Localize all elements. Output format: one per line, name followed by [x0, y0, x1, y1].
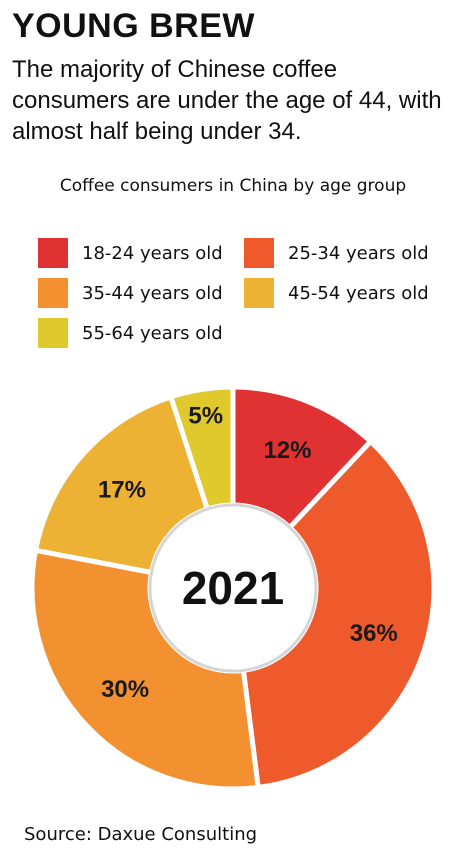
source-note: Source: Daxue Consulting — [24, 824, 258, 845]
legend-swatch — [38, 318, 68, 348]
legend-label: 35-44 years old — [82, 282, 223, 304]
chart-title: Coffee consumers in China by age group — [59, 176, 407, 196]
legend-label: 55-64 years old — [82, 322, 223, 344]
headline: YOUNG BREW — [12, 7, 255, 45]
legend-item-35-44: 35-44 years old — [38, 278, 223, 308]
slice-label-18-24: 12% — [263, 437, 311, 464]
subheadline: The majority of Chinese coffee consumers… — [12, 56, 442, 145]
donut-hole — [148, 503, 318, 673]
legend: 18-24 years old 25-34 years old 35-44 ye… — [0, 238, 466, 348]
slice-label-55-64: 5% — [188, 403, 223, 430]
legend-swatch — [244, 278, 274, 308]
legend-item-45-54: 45-54 years old — [244, 278, 429, 308]
donut-chart: 12% 36% 30% 17% 5% 2021 — [29, 384, 437, 792]
slice-label-45-54: 17% — [98, 477, 146, 504]
legend-label: 25-34 years old — [288, 242, 429, 264]
legend-swatch — [38, 278, 68, 308]
legend-item-25-34: 25-34 years old — [244, 238, 429, 268]
legend-label: 45-54 years old — [288, 282, 429, 304]
center-year-label: 2021 — [182, 562, 284, 614]
legend-item-55-64: 55-64 years old — [38, 318, 223, 348]
slice-label-35-44: 30% — [101, 676, 149, 703]
legend-swatch — [38, 238, 68, 268]
legend-swatch — [244, 238, 274, 268]
legend-label: 18-24 years old — [82, 242, 223, 264]
slice-label-25-34: 36% — [350, 620, 398, 647]
legend-item-18-24: 18-24 years old — [38, 238, 223, 268]
